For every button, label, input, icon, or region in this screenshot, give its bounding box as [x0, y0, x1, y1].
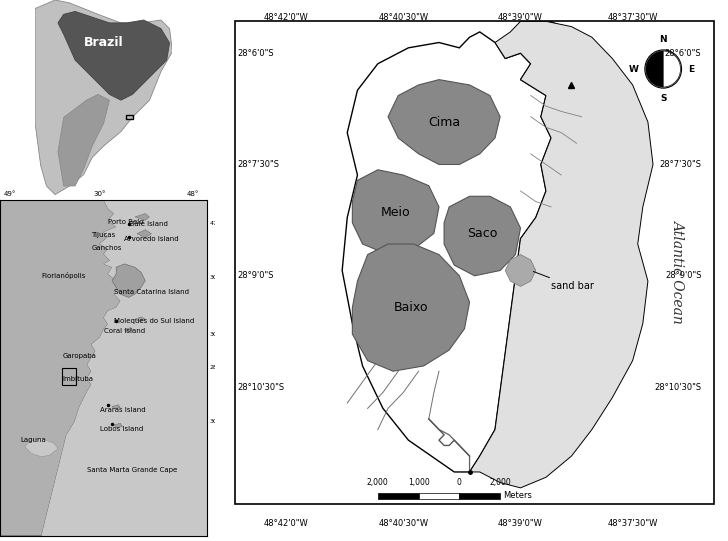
Text: Meio: Meio: [381, 206, 411, 219]
Text: 47°: 47°: [210, 221, 221, 226]
Text: Arvoredo Island: Arvoredo Island: [124, 236, 179, 242]
Bar: [419, 493, 459, 499]
Text: W: W: [629, 64, 638, 74]
Text: Galé Island: Galé Island: [129, 221, 167, 227]
Wedge shape: [646, 51, 663, 87]
Text: 0: 0: [457, 478, 462, 487]
Polygon shape: [112, 405, 120, 409]
Text: 28°7'30"S: 28°7'30"S: [660, 160, 701, 169]
Text: Santa Catarina Island: Santa Catarina Island: [114, 289, 189, 295]
Text: Florianópolis: Florianópolis: [41, 272, 86, 279]
Polygon shape: [58, 95, 109, 186]
Text: 30°: 30°: [210, 419, 221, 424]
Text: 28°6'0"S: 28°6'0"S: [665, 49, 701, 58]
Text: 49°: 49°: [4, 191, 17, 197]
Text: Tijucas: Tijucas: [91, 233, 116, 239]
Text: Brazil: Brazil: [84, 36, 124, 49]
Text: Imbituba: Imbituba: [62, 375, 93, 381]
Polygon shape: [342, 32, 551, 472]
Bar: [62, 368, 76, 385]
Text: 48°39'0"W: 48°39'0"W: [498, 519, 543, 528]
Text: Laguna: Laguna: [21, 437, 47, 443]
Text: 28°10'30"S: 28°10'30"S: [654, 382, 701, 392]
Polygon shape: [137, 230, 151, 237]
Text: 30°: 30°: [210, 275, 221, 280]
Polygon shape: [124, 328, 132, 332]
Text: 30°: 30°: [93, 191, 106, 197]
Polygon shape: [352, 170, 439, 255]
Text: E: E: [688, 64, 694, 74]
Text: Porto Belo: Porto Belo: [108, 219, 143, 225]
Text: 48°40'30"W: 48°40'30"W: [379, 13, 428, 22]
Text: 48°40'30"W: 48°40'30"W: [379, 519, 428, 528]
Polygon shape: [470, 21, 653, 488]
Text: 28°10'30"S: 28°10'30"S: [237, 382, 285, 392]
Text: 2,000: 2,000: [489, 478, 511, 487]
Polygon shape: [112, 264, 146, 298]
Text: Baixo: Baixo: [394, 301, 428, 314]
Polygon shape: [444, 196, 521, 276]
Text: 1,000: 1,000: [408, 478, 430, 487]
Text: Ganchos: Ganchos: [91, 245, 122, 251]
Text: 48°37'30"W: 48°37'30"W: [607, 519, 658, 528]
Text: 48°42'0"W: 48°42'0"W: [264, 519, 309, 528]
Polygon shape: [135, 214, 149, 220]
Text: Araras Island: Araras Island: [100, 407, 145, 413]
Text: 30°: 30°: [210, 332, 221, 337]
Polygon shape: [135, 317, 146, 321]
Text: 48°39'0"W: 48°39'0"W: [498, 13, 543, 22]
Polygon shape: [58, 11, 170, 100]
Polygon shape: [388, 80, 500, 164]
Text: sand bar: sand bar: [534, 272, 594, 292]
Text: Atlantic Ocean: Atlantic Ocean: [671, 219, 686, 322]
Text: 28°9'0"S: 28°9'0"S: [665, 271, 701, 280]
Polygon shape: [35, 0, 173, 195]
Polygon shape: [449, 85, 470, 96]
Bar: [378, 493, 419, 499]
Text: 48°: 48°: [187, 191, 199, 197]
Text: Cima: Cima: [428, 116, 460, 129]
Polygon shape: [114, 423, 122, 427]
Polygon shape: [41, 200, 207, 536]
Text: Coral Island: Coral Island: [104, 328, 145, 334]
Text: Santa Marta Grande Cape: Santa Marta Grande Cape: [87, 467, 178, 473]
Text: Garopaba: Garopaba: [62, 353, 96, 359]
Wedge shape: [663, 51, 681, 87]
Polygon shape: [0, 200, 120, 536]
Text: 48°37'30"W: 48°37'30"W: [607, 13, 658, 22]
Polygon shape: [352, 244, 470, 371]
Polygon shape: [505, 21, 561, 64]
Text: Meters: Meters: [502, 491, 531, 500]
Polygon shape: [25, 438, 58, 457]
Text: 28°: 28°: [210, 365, 221, 371]
Text: 28°7'30"S: 28°7'30"S: [237, 160, 280, 169]
Bar: [126, 115, 133, 120]
Text: Lobos Island: Lobos Island: [100, 426, 143, 432]
Text: 28°6'0"S: 28°6'0"S: [237, 49, 274, 58]
Text: Saco: Saco: [467, 227, 497, 240]
Bar: [459, 493, 500, 499]
Text: Moleques do Sul Island: Moleques do Sul Island: [114, 318, 194, 324]
Text: S: S: [660, 95, 666, 103]
Text: 28°9'0"S: 28°9'0"S: [237, 271, 274, 280]
Text: N: N: [660, 35, 667, 44]
Polygon shape: [505, 255, 536, 286]
Text: 48°42'0"W: 48°42'0"W: [264, 13, 309, 22]
Text: 2,000: 2,000: [367, 478, 389, 487]
